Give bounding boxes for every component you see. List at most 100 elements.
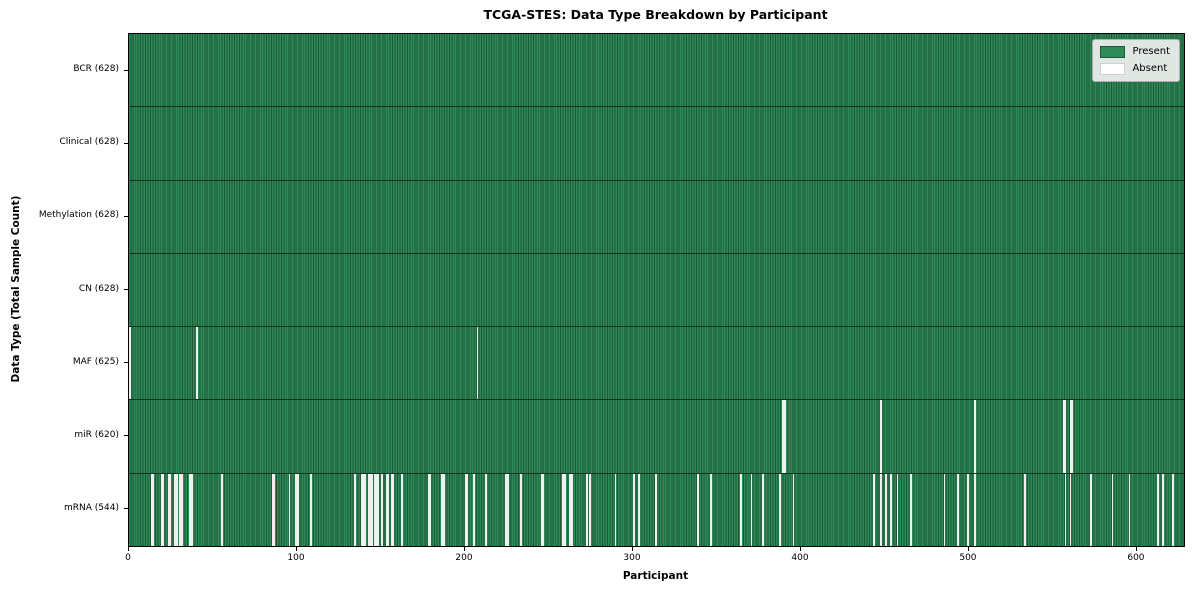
absent-line [392,473,395,546]
x-tick-label-100: 100 [287,553,305,563]
row-mRNA [129,473,1184,546]
present-swatch-icon [1100,46,1126,58]
x-tick-label-0: 0 [125,553,131,563]
y-tick-label-Clinical: Clinical (628) [59,137,119,148]
absent-line [974,473,976,546]
y-tick-mark [124,508,128,510]
absent-line [569,473,571,546]
absent-line [710,473,712,546]
absent-line [896,473,899,546]
absent-line [464,473,467,546]
x-tick-mark [463,547,465,551]
absent-line [1089,473,1092,546]
y-tick-label-MAF: MAF (625) [72,356,119,367]
absent-line [873,473,875,546]
absent-line [638,473,640,546]
absent-line [614,473,617,546]
absent-line [943,473,946,546]
absent-line [375,473,378,546]
absent-line [879,400,882,473]
absent-line [169,473,171,546]
absent-line [1162,473,1164,546]
legend-entry-absent: Absent [1100,63,1170,75]
absent-line [191,473,193,546]
y-tick-label-BCR: BCR (628) [73,64,119,75]
y-tick-mark [124,289,128,290]
row-CN [129,253,1184,328]
y-tick-mark [124,142,128,144]
y-tick-mark [124,215,128,217]
absent-line [890,473,892,546]
absent-line [362,473,365,546]
absent-line [520,473,523,546]
y-tick-label-miR: miR (620) [74,429,119,440]
x-tick-mark [799,547,801,551]
absent-line [367,473,370,546]
absent-line [1063,400,1065,473]
absent-line [369,473,371,546]
absent-line [288,473,291,546]
absent-line [374,473,376,546]
absent-line [696,473,699,546]
absent-line [784,400,786,473]
absent-line [370,473,373,546]
absent-line [1157,473,1159,546]
absent-line [1024,473,1027,546]
row-BCR [129,34,1184,108]
legend-present-label: Present [1132,46,1170,57]
x-tick-label-200: 200 [455,553,473,563]
x-tick-label-500: 500 [959,553,977,563]
absent-line [364,473,366,546]
absent-line [176,473,178,546]
absent-line [273,473,276,546]
absent-line [473,473,476,546]
absent-line [377,473,380,546]
absent-line [505,473,507,546]
absent-line [957,473,959,546]
y-tick-label-CN: CN (628) [78,283,119,294]
absent-line [441,473,444,546]
absent-line [542,473,544,546]
absent-line [1069,400,1072,473]
absent-line [221,473,224,546]
absent-line [540,473,543,546]
absent-line [654,473,657,546]
absent-line [174,473,177,546]
absent-line [150,473,153,546]
absent-line [967,473,969,546]
absent-line [162,473,165,546]
x-tick-mark [1135,547,1137,551]
absent-line [792,473,795,546]
legend-entry-present: Present [1100,46,1170,58]
absent-line [443,473,445,546]
absent-line [762,473,765,546]
absent-swatch-icon [1100,63,1126,75]
absent-line [160,473,163,546]
absent-line [129,327,131,400]
absent-line [391,473,393,546]
absent-line [196,327,198,400]
absent-line [750,473,753,546]
x-tick-mark [631,547,633,551]
absent-line [506,473,509,546]
absent-line [152,473,155,546]
absent-line [360,473,363,546]
x-tick-label-600: 600 [1127,553,1145,563]
absent-line [564,473,566,546]
y-tick-label-mRNA: mRNA (544) [64,502,119,513]
absent-line [354,473,356,546]
absent-line [296,473,299,546]
absent-line [167,473,170,546]
absent-line [476,327,479,400]
row-Methylation [129,180,1184,254]
absent-line [779,473,781,546]
absent-line [1071,400,1074,473]
x-tick-label-300: 300 [623,553,641,563]
x-tick-mark [967,547,969,551]
y-tick-mark [124,69,128,71]
absent-line [562,473,565,546]
absent-line [1064,400,1067,473]
absent-line [386,473,388,546]
absent-line [189,473,192,546]
